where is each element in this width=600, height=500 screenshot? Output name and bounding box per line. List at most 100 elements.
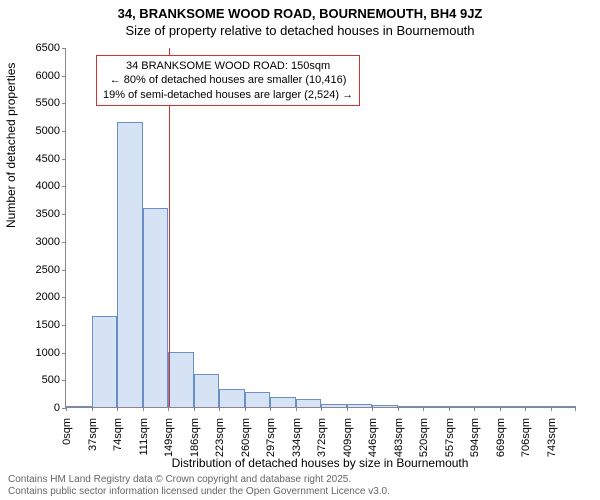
x-tick-label: 446sqm [367,418,379,468]
x-tick-mark [66,407,67,411]
y-tick-mark [62,186,66,187]
x-tick-label: 0sqm [61,418,73,468]
bar [398,406,424,407]
x-tick-label: 186sqm [189,418,201,468]
bar [347,404,373,407]
x-tick-mark [296,407,297,411]
x-tick-label: 111sqm [138,418,150,468]
annotation-line-3: 19% of semi-detached houses are larger (… [103,88,353,102]
x-tick-label: 557sqm [444,418,456,468]
x-tick-mark [168,407,169,411]
bar [449,406,475,407]
x-tick-mark [551,407,552,411]
y-tick-label: 4500 [36,153,60,165]
y-tick-mark [62,103,66,104]
y-tick-mark [62,242,66,243]
y-tick-label: 6000 [36,70,60,82]
footer-text: Contains HM Land Registry data © Crown c… [8,474,390,498]
x-tick-mark [245,407,246,411]
x-tick-label: 706sqm [520,418,532,468]
y-tick-label: 0 [54,402,60,414]
y-axis-label: Number of detached properties [4,63,18,228]
x-tick-mark [423,407,424,411]
bar [296,399,322,407]
x-tick-label: 149sqm [163,418,175,468]
y-tick-mark [62,380,66,381]
x-tick-mark [270,407,271,411]
bar [92,316,118,407]
y-tick-mark [62,353,66,354]
x-tick-mark [92,407,93,411]
footer-line-2: Contains public sector information licen… [8,486,390,498]
x-tick-label: 223sqm [214,418,226,468]
y-tick-label: 6500 [36,42,60,54]
y-tick-mark [62,48,66,49]
bar [551,406,577,407]
y-tick-mark [62,159,66,160]
chart-container: 34, BRANKSOME WOOD ROAD, BOURNEMOUTH, BH… [0,0,600,500]
y-tick-label: 500 [42,374,60,386]
x-tick-label: 334sqm [291,418,303,468]
y-tick-mark [62,297,66,298]
x-tick-mark [500,407,501,411]
x-tick-mark [143,407,144,411]
x-tick-mark [219,407,220,411]
x-tick-mark [372,407,373,411]
bar [245,392,271,408]
x-tick-label: 37sqm [87,418,99,468]
y-tick-label: 5500 [36,97,60,109]
x-tick-label: 594sqm [469,418,481,468]
x-tick-mark [449,407,450,411]
y-tick-mark [62,76,66,77]
x-tick-mark [474,407,475,411]
y-tick-mark [62,270,66,271]
x-tick-label: 372sqm [316,418,328,468]
y-tick-label: 1500 [36,319,60,331]
bar [168,352,194,407]
x-tick-mark [117,407,118,411]
chart-title-sub: Size of property relative to detached ho… [0,21,600,38]
y-tick-label: 4000 [36,180,60,192]
bar [219,389,245,407]
x-tick-mark [525,407,526,411]
y-tick-label: 2000 [36,291,60,303]
bar [372,405,398,407]
x-tick-mark [347,407,348,411]
y-tick-mark [62,131,66,132]
bar [321,404,347,407]
annotation-box: 34 BRANKSOME WOOD ROAD: 150sqm← 80% of d… [96,55,360,106]
bar [66,406,92,407]
x-tick-mark [194,407,195,411]
y-tick-mark [62,214,66,215]
chart-title-main: 34, BRANKSOME WOOD ROAD, BOURNEMOUTH, BH… [0,0,600,21]
bar [143,208,169,407]
plot-area: 34 BRANKSOME WOOD ROAD: 150sqm← 80% of d… [65,48,575,408]
y-tick-label: 3500 [36,208,60,220]
x-tick-label: 520sqm [418,418,430,468]
y-tick-mark [62,325,66,326]
bar [423,406,449,407]
annotation-line-1: 34 BRANKSOME WOOD ROAD: 150sqm [103,59,353,73]
annotation-line-2: ← 80% of detached houses are smaller (10… [103,73,353,87]
footer-line-1: Contains HM Land Registry data © Crown c… [8,474,390,486]
x-tick-label: 483sqm [393,418,405,468]
bar [117,122,143,407]
y-tick-label: 5000 [36,125,60,137]
x-tick-mark [321,407,322,411]
x-tick-label: 743sqm [546,418,558,468]
x-tick-label: 669sqm [495,418,507,468]
y-tick-label: 1000 [36,347,60,359]
x-tick-label: 74sqm [112,418,124,468]
x-tick-label: 409sqm [342,418,354,468]
bar [194,374,220,407]
x-tick-mark [575,407,576,411]
x-tick-label: 297sqm [265,418,277,468]
bar [270,397,296,407]
x-tick-label: 260sqm [240,418,252,468]
bar [525,406,551,407]
y-tick-label: 2500 [36,264,60,276]
bar [474,406,500,407]
x-tick-mark [398,407,399,411]
bar [500,406,526,407]
y-tick-label: 3000 [36,236,60,248]
